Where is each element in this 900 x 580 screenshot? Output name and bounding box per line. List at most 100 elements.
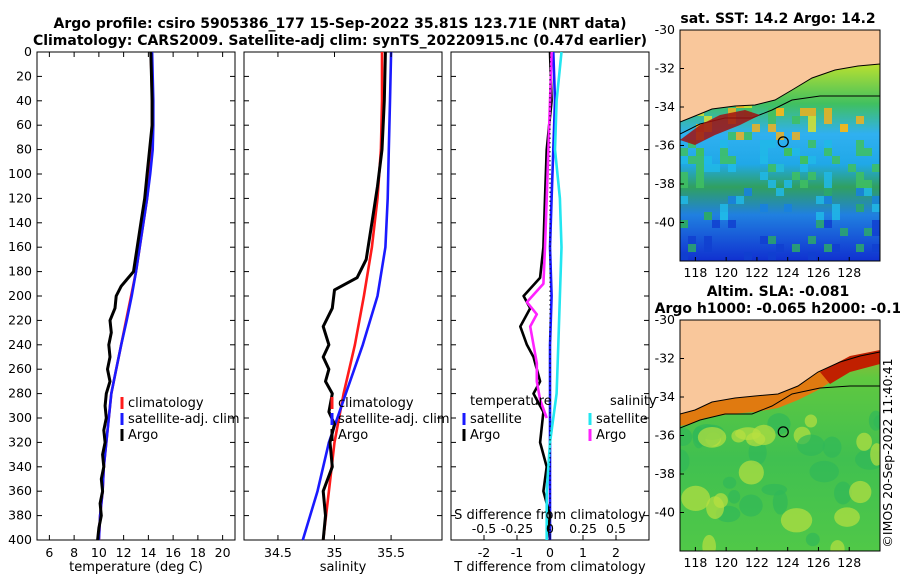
sst-pixel	[768, 252, 776, 260]
xtick-label-8: 8	[70, 545, 78, 560]
sst-warm-core	[680, 110, 760, 145]
sst-pixel	[760, 156, 768, 164]
sst-pixel	[824, 244, 832, 252]
series-temperature-argo	[518, 51, 553, 541]
sla-patch	[739, 494, 763, 517]
sst-pixel	[856, 244, 864, 252]
sst-pixel	[768, 124, 776, 132]
sla-patch	[868, 410, 880, 431]
series-salinity-argo	[525, 51, 553, 419]
sst-pixel	[792, 132, 800, 140]
sst-pixel	[840, 124, 848, 132]
sst-pixel	[800, 180, 808, 188]
sst-pixel	[864, 180, 872, 188]
sst-pixel	[776, 188, 784, 196]
sst-map-title: sat. SST: 14.2 Argo: 14.2	[680, 11, 875, 27]
sst-pixel	[800, 108, 808, 116]
map-ytick-label--32: -32	[655, 61, 675, 76]
map-xtick-label-124: 124	[776, 555, 800, 570]
sla-patch	[804, 414, 818, 428]
sla-patch	[748, 440, 767, 465]
sst-pixel	[824, 188, 832, 196]
legend-label-1: satellite-adj. clim	[338, 412, 450, 427]
sst-pixel	[864, 228, 872, 236]
xtick-label-6: 6	[45, 545, 53, 560]
ytick-label-240: 240	[8, 337, 32, 352]
ytick-label-280: 280	[8, 386, 32, 401]
sst-pixel	[824, 108, 832, 116]
xtick-label-1: 1	[579, 545, 587, 560]
sla-patch	[780, 508, 813, 533]
legend-label-0: climatology	[128, 396, 204, 411]
sst-pixel	[680, 156, 688, 164]
ytick-label-260: 260	[8, 361, 32, 376]
sst-pixel	[832, 156, 840, 164]
sst-pixel	[720, 156, 728, 164]
sst-pixel	[848, 164, 856, 172]
xtick-label--2: -2	[478, 545, 490, 560]
sst-pixel	[744, 132, 752, 140]
sst-argo-marker	[777, 136, 789, 148]
sst-pixel	[704, 164, 712, 172]
sst-pixel	[832, 212, 840, 220]
series-climatology	[97, 51, 154, 541]
sla-land	[680, 320, 880, 414]
sla-patch	[822, 436, 842, 458]
sst-pixel	[776, 108, 784, 116]
sst-pixel	[760, 140, 768, 148]
sla-high-core	[820, 350, 880, 384]
legend-title-salinity: salinity	[610, 394, 657, 409]
sst-pixel	[824, 180, 832, 188]
sla-patch	[681, 485, 711, 512]
sst-pixel	[768, 164, 776, 172]
difference-xlabel-top: S difference from climatology	[454, 508, 646, 523]
sst-pixel	[696, 156, 704, 164]
sst-pixel	[768, 180, 776, 188]
sst-pixel	[840, 228, 848, 236]
sst-pixel	[808, 236, 816, 244]
difference-xlabel: T difference from climatology	[453, 560, 646, 575]
sst-pixel	[760, 172, 768, 180]
ytick-label-360: 360	[8, 483, 32, 498]
sst-pixel	[680, 220, 688, 228]
temperature-xlabel: temperature (deg C)	[69, 560, 203, 575]
temperature-panel: 0 20 40 60 80 100 120 140 160 180 200 220 240 260 280 3…	[8, 44, 239, 575]
sst-pixel	[696, 172, 704, 180]
sla-patch	[680, 449, 690, 473]
sst-pixel	[728, 156, 736, 164]
figure-title-line1: Argo profile: csiro 5905386_177 15-Sep-2…	[54, 16, 627, 32]
xtick-top-label-4: 0.5	[606, 521, 626, 536]
map-xtick-label-126: 126	[807, 555, 831, 570]
map-xtick-label-128: 128	[837, 265, 861, 280]
sst-pixel	[728, 132, 736, 140]
sst-pixel	[768, 108, 776, 116]
sst-pixel	[704, 116, 712, 124]
sla-coastline	[680, 351, 880, 415]
sst-pixel	[824, 220, 832, 228]
xtick-top-label-3: 0.25	[569, 521, 597, 536]
sla-patch	[856, 432, 872, 451]
sst-pixel	[856, 116, 864, 124]
sst-pixel	[728, 196, 736, 204]
sla-patch	[731, 429, 746, 443]
sst-pixel	[744, 188, 752, 196]
sla-patch	[702, 534, 716, 551]
sla-patch	[834, 481, 852, 505]
salinity-xlabel: salinity	[320, 560, 367, 575]
salinity-axes-frame	[243, 51, 443, 541]
difference-panel: -2 -1 0 1 2 -0.5 -0.25 0 0.25 0.5 temperature salin…	[450, 51, 657, 575]
ytick-label-80: 80	[16, 142, 32, 157]
sst-pixel	[704, 236, 712, 244]
sst-pixel	[792, 148, 800, 156]
sst-pixel	[704, 212, 712, 220]
sst-pixel	[680, 172, 688, 180]
ytick-label-40: 40	[16, 93, 32, 108]
xtick-top-label-2: 0	[546, 521, 554, 536]
sst-pixel	[808, 124, 816, 132]
sst-pixel	[872, 196, 880, 204]
sst-pixel	[720, 148, 728, 156]
sst-pixel	[752, 124, 760, 132]
xtick-label-16: 16	[165, 545, 181, 560]
